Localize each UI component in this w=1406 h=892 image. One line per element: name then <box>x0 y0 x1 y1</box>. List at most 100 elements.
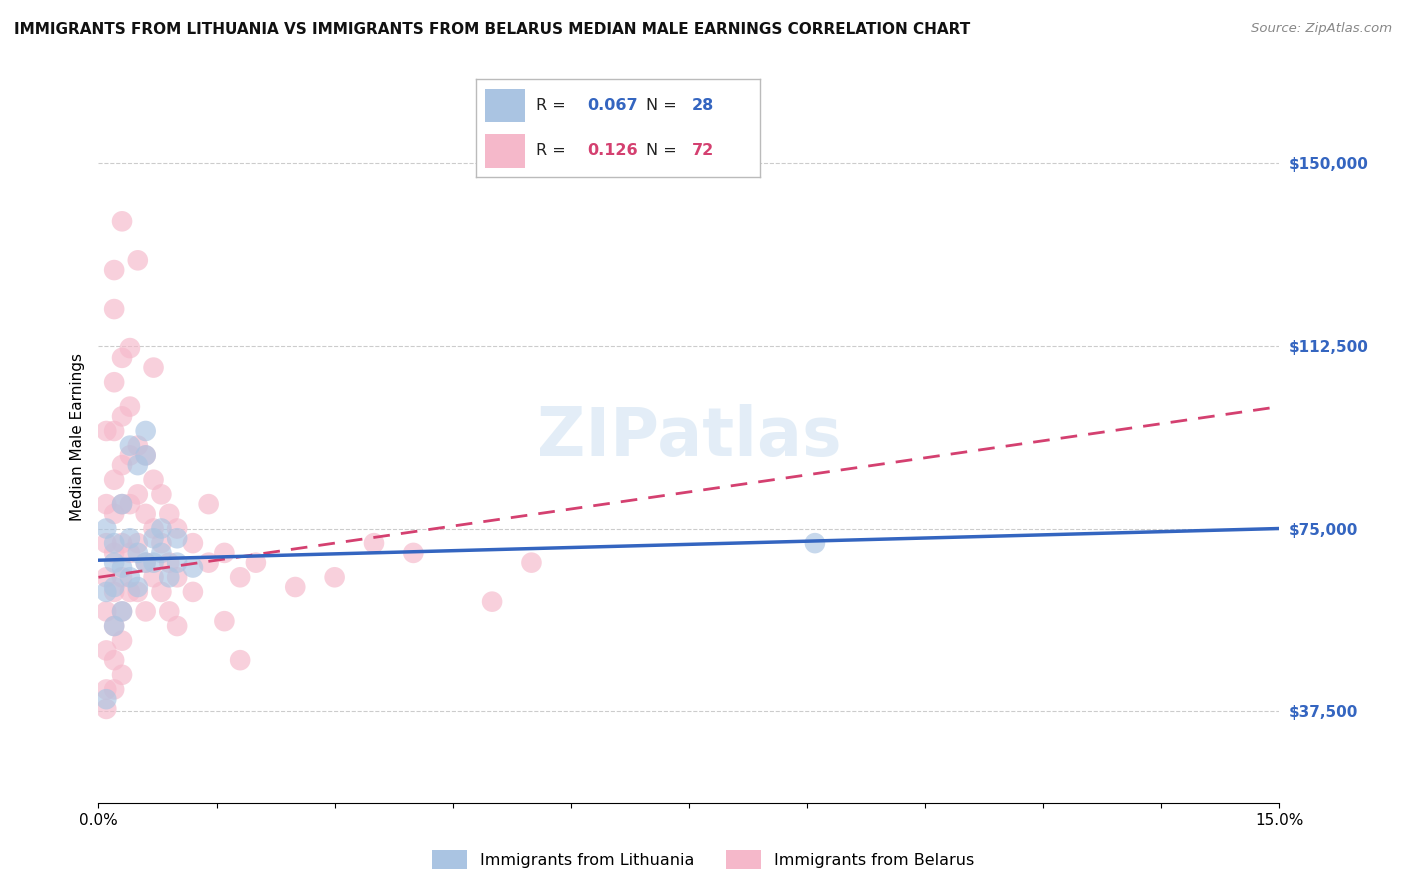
Y-axis label: Median Male Earnings: Median Male Earnings <box>69 353 84 521</box>
Legend: Immigrants from Lithuania, Immigrants from Belarus: Immigrants from Lithuania, Immigrants fr… <box>426 844 980 875</box>
Point <box>111 409 134 424</box>
Point <box>150 487 173 501</box>
Point <box>166 521 188 535</box>
Point <box>804 536 827 550</box>
Point <box>118 400 141 414</box>
Point <box>118 546 141 560</box>
Point <box>96 702 118 716</box>
Point <box>142 556 165 570</box>
Point <box>111 351 134 365</box>
Point <box>166 531 188 545</box>
Point <box>135 556 157 570</box>
Text: Source: ZipAtlas.com: Source: ZipAtlas.com <box>1251 22 1392 36</box>
Point <box>96 585 118 599</box>
Point <box>103 536 125 550</box>
Point <box>111 458 134 472</box>
Point <box>103 263 125 277</box>
Point <box>103 556 125 570</box>
Point <box>481 594 503 608</box>
Point <box>111 604 134 618</box>
Point <box>103 546 125 560</box>
Point <box>103 619 125 633</box>
Point <box>111 560 134 574</box>
Point <box>214 614 236 628</box>
Point <box>135 424 157 438</box>
Point <box>135 448 157 462</box>
Point <box>111 570 134 584</box>
Point <box>118 448 141 462</box>
Point <box>142 531 165 545</box>
Point <box>118 585 141 599</box>
Point <box>363 536 385 550</box>
Point <box>402 546 425 560</box>
Point <box>197 556 219 570</box>
Point <box>96 521 118 535</box>
Point <box>127 580 149 594</box>
Point <box>181 560 204 574</box>
Point <box>103 375 125 389</box>
Point <box>111 633 134 648</box>
Point <box>103 585 125 599</box>
Point <box>103 580 125 594</box>
Point <box>103 619 125 633</box>
Point <box>229 570 252 584</box>
Point <box>181 536 204 550</box>
Point <box>96 682 118 697</box>
Point <box>111 214 134 228</box>
Point <box>103 424 125 438</box>
Point <box>166 570 188 584</box>
Point <box>127 458 149 472</box>
Point <box>111 497 134 511</box>
Point <box>142 521 165 535</box>
Point <box>111 536 134 550</box>
Point <box>96 570 118 584</box>
Point <box>157 570 180 584</box>
Point <box>127 585 149 599</box>
Point <box>103 301 125 317</box>
Point <box>150 536 173 550</box>
Point <box>96 604 118 618</box>
Point <box>166 619 188 633</box>
Point <box>284 580 307 594</box>
Point <box>127 487 149 501</box>
Point <box>142 360 165 375</box>
Point <box>135 604 157 618</box>
Point <box>118 439 141 453</box>
Point <box>142 570 165 584</box>
Point <box>157 507 180 521</box>
Point <box>103 653 125 667</box>
Point <box>520 556 543 570</box>
Point <box>111 604 134 618</box>
Text: IMMIGRANTS FROM LITHUANIA VS IMMIGRANTS FROM BELARUS MEDIAN MALE EARNINGS CORREL: IMMIGRANTS FROM LITHUANIA VS IMMIGRANTS … <box>14 22 970 37</box>
Point <box>135 448 157 462</box>
Point <box>142 473 165 487</box>
Point <box>127 439 149 453</box>
Point <box>118 531 141 545</box>
Point <box>245 556 267 570</box>
Point <box>103 507 125 521</box>
Point <box>118 341 141 355</box>
Point <box>96 497 118 511</box>
Point <box>127 536 149 550</box>
Point <box>96 692 118 706</box>
Point <box>103 682 125 697</box>
Text: ZIPatlas: ZIPatlas <box>537 404 841 470</box>
Point <box>118 497 141 511</box>
Point <box>157 556 180 570</box>
Point <box>197 497 219 511</box>
Point <box>135 507 157 521</box>
Point <box>96 643 118 657</box>
Point <box>181 585 204 599</box>
Point <box>229 653 252 667</box>
Point <box>111 667 134 681</box>
Point <box>127 546 149 560</box>
Point <box>150 546 173 560</box>
Point <box>111 497 134 511</box>
Point <box>96 424 118 438</box>
Point <box>150 521 173 535</box>
Point <box>150 585 173 599</box>
Point <box>103 473 125 487</box>
Point <box>157 604 180 618</box>
Point <box>214 546 236 560</box>
Point <box>323 570 346 584</box>
